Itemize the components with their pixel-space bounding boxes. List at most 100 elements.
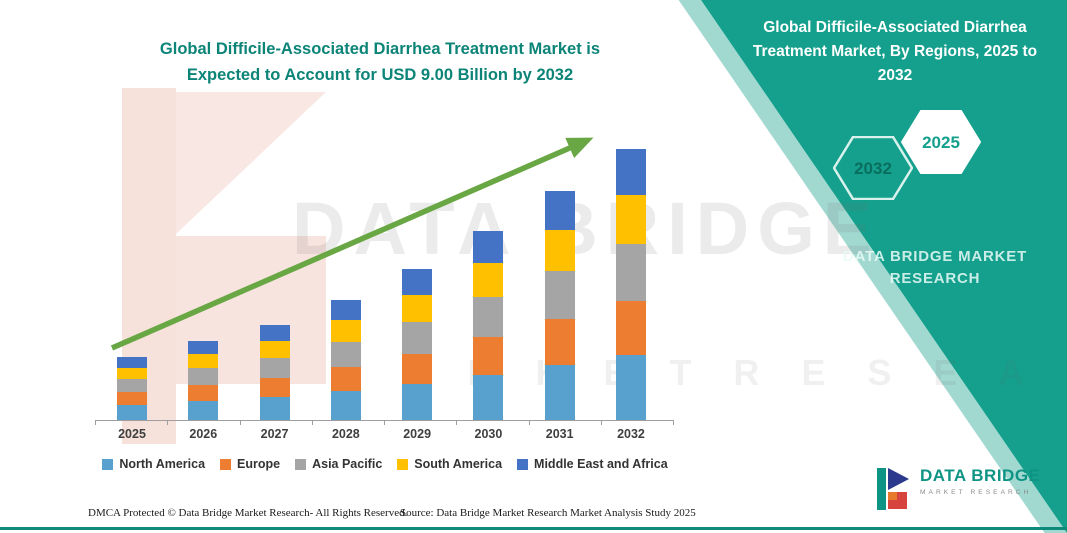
bar-segment-south-america <box>330 320 361 342</box>
bar-2032 <box>615 149 646 420</box>
bar-segment-europe <box>544 319 575 365</box>
bar-2026 <box>188 341 219 420</box>
bar-segment-north-america <box>330 391 361 420</box>
hexagon-2025: 2025 <box>901 110 981 174</box>
side-panel-brand: DATA BRIDGE MARKET RESEARCH <box>795 246 1067 290</box>
bottom-border-line <box>0 527 1067 530</box>
legend-item-south-america: South America <box>397 457 502 471</box>
legend-label-north-america: North America <box>119 457 206 471</box>
bar-segment-asia-pacific <box>544 271 575 319</box>
legend-swatch-asia-pacific <box>295 458 307 470</box>
watermark-text-marketresearch: M A R K E T R E S E A R C H <box>330 352 1067 393</box>
footer-source-text: Source: Data Bridge Market Research Mark… <box>400 507 696 519</box>
bar-2031 <box>544 191 575 420</box>
bar-segment-middle-east-and-africa <box>188 341 219 354</box>
bar-segment-north-america <box>473 375 504 420</box>
legend-item-asia-pacific: Asia Pacific <box>295 457 382 471</box>
bar-segment-asia-pacific <box>330 342 361 367</box>
bar-segment-europe <box>473 337 504 375</box>
bar-segment-north-america <box>259 397 290 420</box>
databridge-logo: DATA BRIDGE MARKET RESEARCH <box>876 466 1040 512</box>
bar-segment-middle-east-and-africa <box>544 191 575 230</box>
bar-segment-middle-east-and-africa <box>615 149 646 195</box>
side-panel-heading: Global Difficile-Associated Diarrhea Tre… <box>752 19 1038 84</box>
bar-segment-north-america <box>117 405 147 420</box>
trend-arrow-line <box>110 137 594 351</box>
bar-segment-europe <box>259 378 290 397</box>
bar-segment-asia-pacific <box>615 244 646 301</box>
chart-title: Global Difficile-Associated Diarrhea Tre… <box>60 36 700 88</box>
x-label-2027: 2027 <box>260 427 289 441</box>
bar-segment-europe <box>330 367 361 391</box>
bar-segment-north-america <box>188 401 219 420</box>
bar-segment-asia-pacific <box>259 358 290 378</box>
bar-segment-middle-east-and-africa <box>402 269 433 295</box>
bar-segment-middle-east-and-africa <box>473 231 504 263</box>
x-label-2025: 2025 <box>118 427 146 441</box>
chart-title-line2: Expected to Account for USD 9.00 Billion… <box>186 66 574 84</box>
footer-dmca-text: DMCA Protected © Data Bridge Market Rese… <box>88 507 408 519</box>
bar-segment-south-america <box>615 195 646 244</box>
axis-tick <box>95 420 96 425</box>
axis-tick <box>600 420 602 425</box>
x-label-2029: 2029 <box>403 427 432 441</box>
bar-2028 <box>330 300 361 420</box>
databridge-logo-text: DATA BRIDGE MARKET RESEARCH <box>920 466 1040 496</box>
bar-segment-asia-pacific <box>473 297 504 337</box>
legend-label-south-america: South America <box>414 457 503 471</box>
x-axis <box>95 420 674 425</box>
bar-segment-asia-pacific <box>117 379 147 392</box>
side-panel-brand-line1: DATA BRIDGE MARKET <box>842 248 1028 265</box>
databridge-logo-name: DATA BRIDGE <box>920 466 1041 485</box>
x-label-2031: 2031 <box>545 427 574 441</box>
bar-segment-middle-east-and-africa <box>117 357 147 368</box>
axis-tick <box>456 420 458 425</box>
axis-tick <box>528 420 530 425</box>
hexagon-2025-outline <box>901 110 981 174</box>
legend-swatch-north-america <box>102 458 114 470</box>
axis-tick <box>673 420 674 425</box>
legend-swatch-south-america <box>397 458 409 470</box>
databridge-logo-icon <box>877 468 909 510</box>
bars-row <box>117 140 646 420</box>
legend-item-north-america: North America <box>102 457 205 471</box>
bar-segment-europe <box>188 385 219 401</box>
bar-segment-south-america <box>188 354 219 368</box>
bar-segment-middle-east-and-africa <box>259 325 290 341</box>
bar-segment-north-america <box>615 355 646 420</box>
chart-title-line1: Global Difficile-Associated Diarrhea Tre… <box>159 40 601 58</box>
hexagon-2032-outline <box>833 136 913 200</box>
legend-label-middle-east-and-africa: Middle East and Africa <box>534 457 668 471</box>
bar-segment-europe <box>402 354 433 384</box>
x-label-2032: 2032 <box>617 427 645 441</box>
bar-segment-europe <box>117 392 147 405</box>
legend-item-middle-east-and-africa: Middle East and Africa <box>517 457 668 471</box>
x-label-2030: 2030 <box>474 427 503 441</box>
bar-segment-europe <box>615 301 646 355</box>
trend-arrow <box>110 137 594 351</box>
bar-segment-asia-pacific <box>188 368 219 385</box>
x-label-2026: 2026 <box>189 427 218 441</box>
x-label-2028: 2028 <box>331 427 360 441</box>
axis-tick <box>167 420 169 425</box>
bar-segment-south-america <box>473 263 504 297</box>
bar-segment-asia-pacific <box>402 322 433 354</box>
hexagon-2032: 2032 <box>833 136 913 200</box>
bar-segment-north-america <box>544 365 575 420</box>
x-labels-row: 2025 2026 2027 2028 2029 2030 2031 2032 <box>117 427 646 441</box>
bar-segment-middle-east-and-africa <box>330 300 361 320</box>
bar-segment-south-america <box>402 295 433 322</box>
bar-2025 <box>117 357 147 420</box>
legend-swatch-middle-east-and-africa <box>517 458 529 470</box>
legend-item-europe: Europe <box>220 457 280 471</box>
hexagon-2025-label: 2025 <box>922 133 960 152</box>
bar-segment-south-america <box>544 230 575 271</box>
hexagon-2032-label: 2032 <box>854 159 892 178</box>
bar-segment-north-america <box>402 384 433 420</box>
bar-segment-south-america <box>259 341 290 358</box>
legend-label-asia-pacific: Asia Pacific <box>312 457 383 471</box>
bar-2027 <box>259 325 290 420</box>
bar-segment-south-america <box>117 368 147 379</box>
legend-label-europe: Europe <box>237 457 281 471</box>
